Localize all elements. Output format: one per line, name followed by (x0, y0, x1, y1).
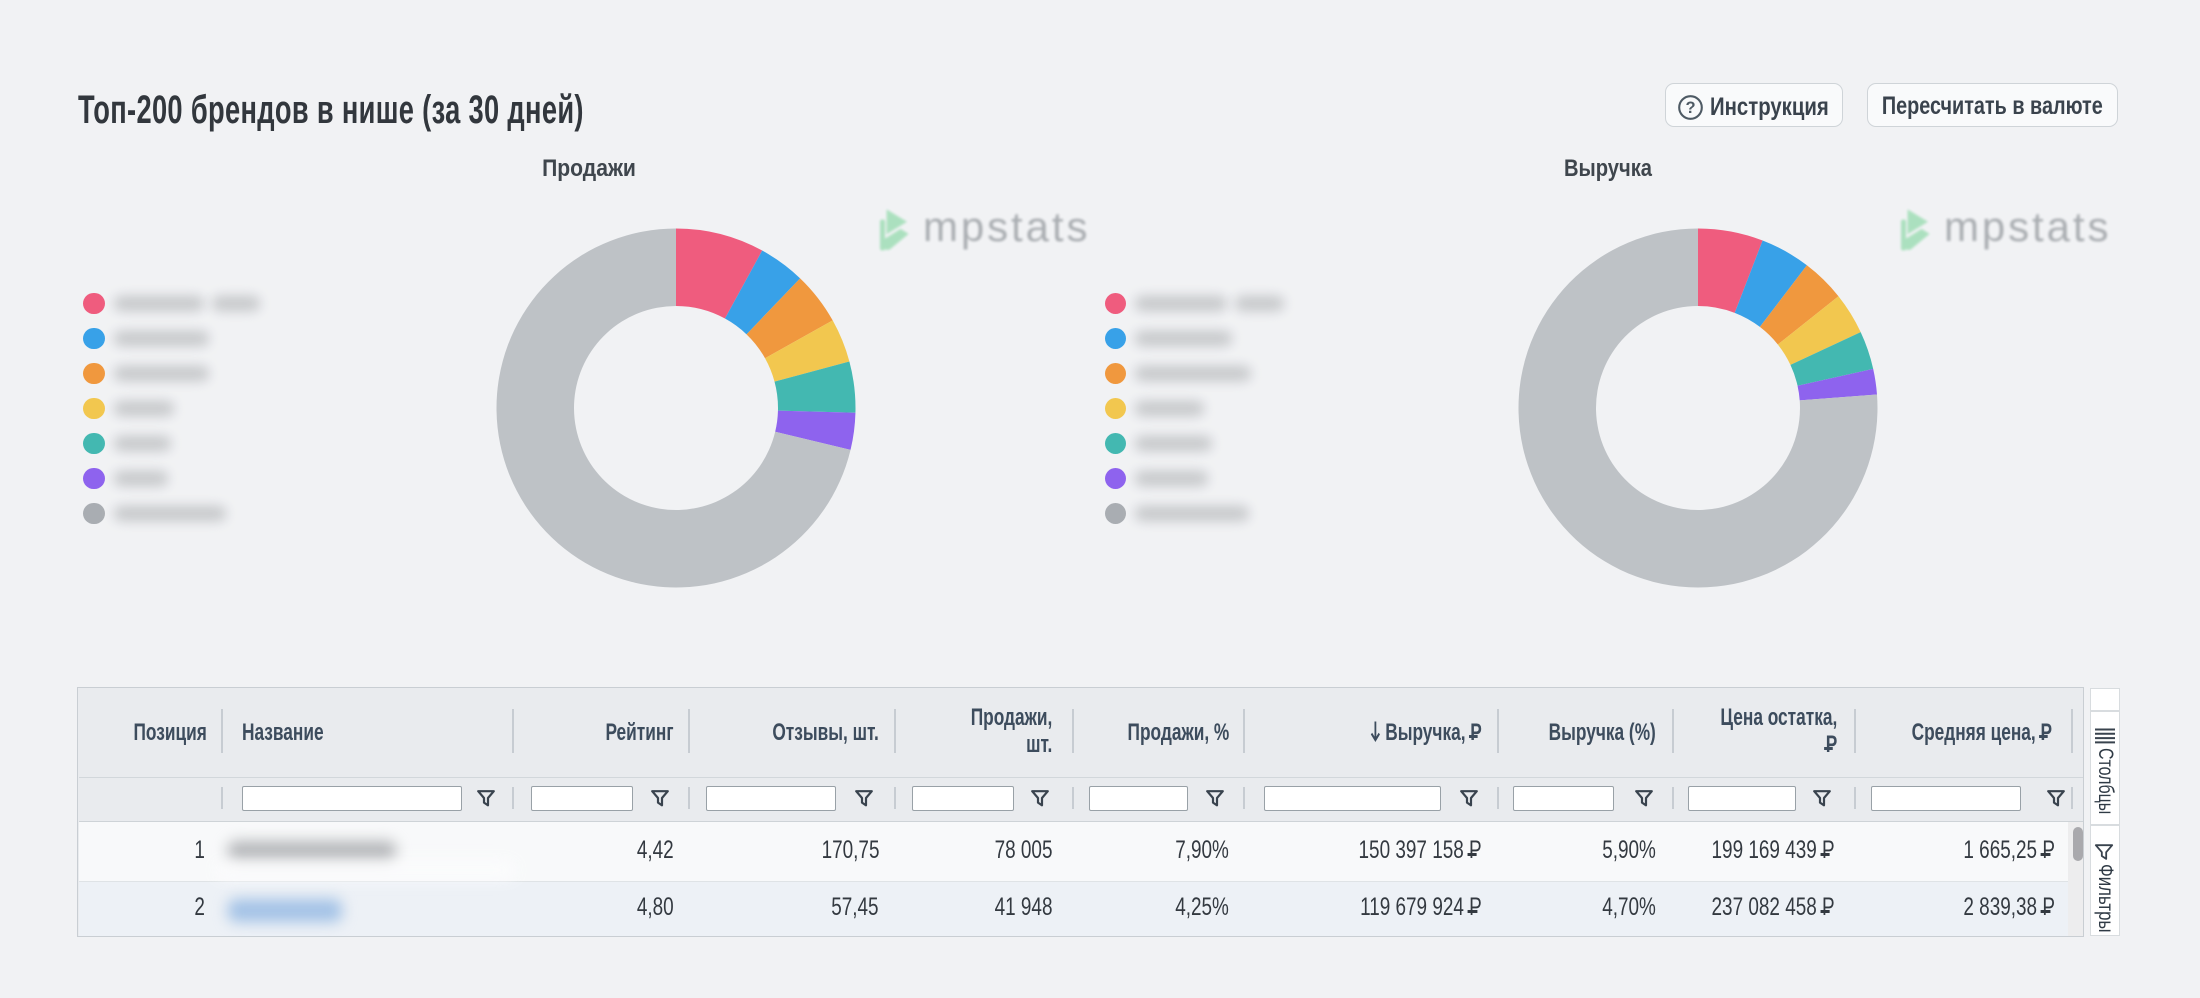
svg-text:?: ? (1685, 99, 1695, 117)
